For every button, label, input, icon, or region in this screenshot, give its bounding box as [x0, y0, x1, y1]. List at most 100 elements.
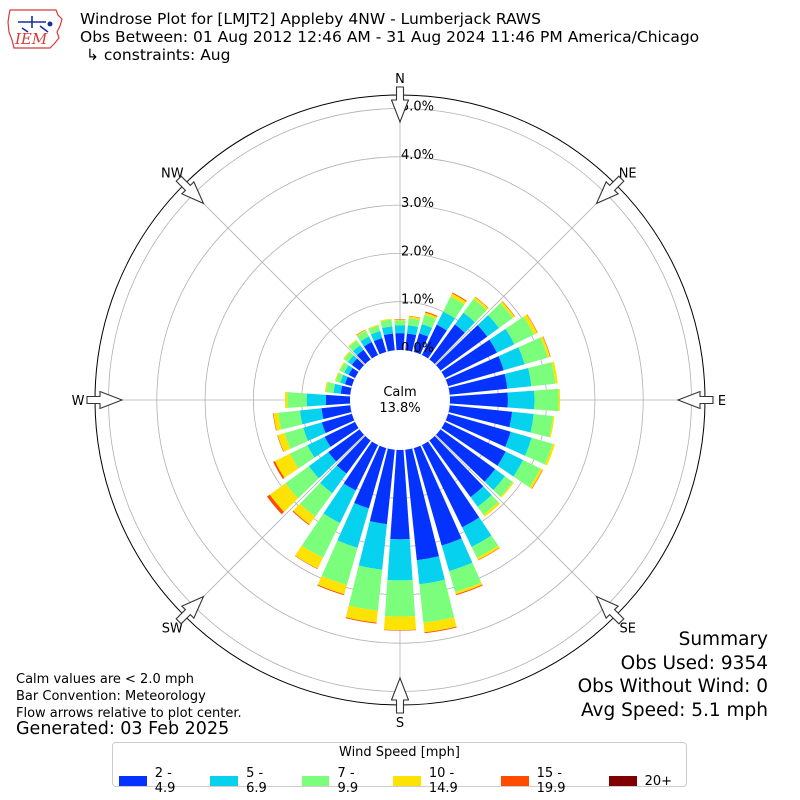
bar-segment: [306, 393, 327, 407]
bar-segment: [448, 373, 508, 395]
calm-label: Calm: [383, 385, 416, 400]
bar-segment: [523, 314, 538, 335]
flow-arrow-icon: [390, 676, 410, 714]
bar-segment: [295, 545, 324, 569]
bar-segment: [531, 469, 544, 490]
flow-arrow-icon: [595, 595, 625, 625]
legend-title: Wind Speed [mph]: [339, 745, 460, 760]
compass-label: N: [395, 72, 405, 87]
legend-swatch: [608, 776, 637, 786]
obs-range: Obs Between: 01 Aug 2012 12:46 AM - 31 A…: [80, 28, 700, 46]
bar-segment: [363, 342, 379, 359]
bar-segment: [445, 413, 511, 447]
bar-segment: [558, 388, 561, 412]
bar-segment: [534, 388, 559, 412]
legend-item: 2 - 4.9: [119, 766, 196, 796]
bar-segment: [285, 466, 319, 499]
compass-label: NE: [619, 166, 637, 181]
bar-segment: [501, 301, 516, 317]
legend-swatch: [119, 776, 147, 786]
legend-item: 10 - 14.9: [393, 766, 487, 796]
bar-segment: [435, 429, 496, 482]
bar-segment: [380, 319, 393, 329]
bar-segment: [319, 465, 347, 494]
legend-label: 20+: [644, 773, 672, 789]
legend-label: 7 - 9.9: [337, 766, 359, 796]
bar-segment: [317, 575, 347, 595]
bar-segment: [335, 372, 344, 383]
generated-date: Generated: 03 Feb 2025: [16, 719, 230, 739]
bar-segment: [455, 582, 483, 595]
grid-spoke: [184, 435, 365, 616]
legend-item: 20+: [608, 766, 672, 796]
bar-segment: [307, 436, 331, 458]
bar-segment: [317, 584, 345, 596]
bar-segment: [493, 476, 513, 497]
bar-segment: [345, 605, 378, 623]
bar-segment: [277, 435, 284, 452]
legend-items: 2 - 4.9 5 - 6.9 7 - 9.9 10 - 14.9 15 - 19.9 2…: [119, 766, 686, 796]
bar-segment: [421, 314, 437, 328]
bar-segment: [413, 333, 429, 355]
bar-segment: [540, 336, 551, 358]
bar-segment: [369, 448, 395, 525]
bar-segment: [368, 325, 381, 335]
grid-spoke: [184, 184, 365, 365]
bar-segment: [413, 445, 462, 546]
radial-tick-labels: 0.0%1.0%2.0%3.0%4.0%5.0%: [401, 100, 434, 357]
bar-segment: [344, 376, 355, 387]
bar-segment: [368, 324, 379, 330]
legend-label: 5 - 6.9: [246, 766, 267, 796]
radial-tick-label: 2.0%: [401, 244, 434, 259]
bar-segment: [338, 362, 345, 371]
header: Windrose Plot for [LMJT2] Appleby 4NW - …: [80, 10, 699, 64]
bar-segment: [340, 374, 348, 385]
bar-segment: [269, 483, 299, 512]
iowa-state-outline-icon: [7, 9, 63, 49]
bar-segment: [463, 298, 487, 323]
bar-segment: [498, 347, 525, 371]
bar-segment: [407, 318, 420, 328]
bar-segment: [343, 351, 351, 360]
bar-segment: [383, 333, 395, 352]
bar-segment: [408, 316, 421, 321]
bar-segment: [518, 337, 548, 365]
bar-segment: [507, 390, 535, 410]
calm-circle: [350, 350, 450, 450]
bar-segment: [348, 340, 361, 352]
bar-segment: [308, 452, 337, 479]
bar-segment: [266, 494, 285, 515]
bar-segment: [325, 394, 351, 406]
bar-segment: [343, 351, 354, 363]
flow-arrow-icon: [676, 390, 714, 410]
bar-segment: [284, 391, 288, 409]
bar-segment: [292, 510, 310, 526]
bar-segment: [445, 356, 504, 387]
grid-spoke: [435, 435, 616, 616]
bar-segment: [530, 414, 554, 438]
bar-segment: [477, 314, 500, 337]
bar-segment: [274, 453, 299, 478]
bar-segment: [299, 482, 333, 517]
bar-segment: [336, 435, 371, 474]
bar-segment: [278, 410, 303, 430]
calm-value: 13.8%: [379, 401, 420, 416]
constraints-label: ↳ constraints: Aug: [86, 46, 231, 64]
bar-segment: [476, 545, 500, 560]
bar-segment: [334, 372, 339, 382]
bar-segment: [429, 324, 465, 365]
flow-arrows-note: Flow arrows relative to plot center.: [16, 706, 242, 721]
bar-segment: [406, 325, 419, 336]
bar-segment: [449, 392, 508, 408]
bar-segment: [340, 385, 352, 395]
legend-swatch: [500, 776, 529, 786]
bar-segment: [273, 461, 285, 480]
compass-label: SW: [162, 622, 183, 637]
bar-segment: [436, 311, 455, 331]
bar-segment: [356, 330, 369, 342]
bar-segment: [549, 416, 555, 438]
bar-segment: [323, 483, 356, 524]
bar-segment: [419, 579, 455, 623]
bar-segment: [373, 338, 387, 355]
bar-segment: [294, 555, 318, 570]
